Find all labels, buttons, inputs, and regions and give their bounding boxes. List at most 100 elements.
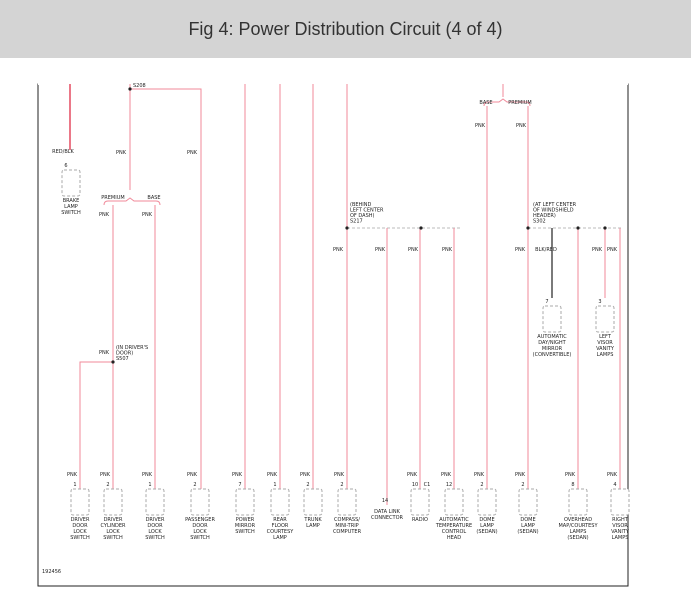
- component-label: MIRROR: [235, 523, 256, 529]
- component-label: DATA LINK: [374, 509, 400, 515]
- pin-number: 2: [306, 482, 309, 488]
- wire-label: PNK: [142, 212, 153, 218]
- component-label: DRIVER: [146, 517, 165, 523]
- component-label: DRIVER: [104, 517, 123, 523]
- splice-label: S208: [133, 83, 146, 89]
- connector-id: C1: [424, 482, 431, 488]
- pin-number: 3: [598, 299, 601, 305]
- wire-label: PNK: [408, 247, 419, 253]
- component-label: REAR: [273, 517, 287, 523]
- component-label: SWITCH: [145, 535, 165, 541]
- pin-number: 14: [382, 498, 388, 504]
- component-label: HEAD: [447, 535, 461, 541]
- component-box: [61, 169, 81, 197]
- component-label: LOCK: [193, 529, 207, 535]
- component-label: COMPASS/: [334, 517, 360, 523]
- component-label: VANITY: [611, 529, 630, 535]
- wire-label: PNK: [300, 472, 311, 478]
- component-label: LAMP: [480, 523, 494, 529]
- component-label: TRUNK: [303, 517, 322, 523]
- component-label: FLOOR: [272, 523, 289, 529]
- branch-label: BASE: [147, 195, 160, 201]
- component-label: POWER: [236, 517, 255, 523]
- component-label: TEMPERATURE: [435, 523, 472, 529]
- wire-label: PNK: [515, 247, 526, 253]
- component-box: [103, 488, 123, 516]
- wire-label: PNK: [67, 472, 78, 478]
- component-label: LAMPS: [570, 529, 587, 535]
- wire-label: PNK: [99, 350, 110, 356]
- component-label: DOME: [479, 517, 494, 523]
- component-label: (SEDAN): [567, 535, 588, 541]
- component-label: LEFT: [599, 334, 612, 340]
- wire-label: PNK: [99, 212, 110, 218]
- component-box: [568, 488, 588, 516]
- component-label: CONNECTOR: [371, 515, 404, 521]
- wire-label: PNK: [142, 472, 153, 478]
- component-label: (CONVERTIBLE): [533, 352, 572, 358]
- wire-label: PNK: [515, 472, 526, 478]
- component-label: PASSENGER: [185, 517, 215, 523]
- splice-label: OF DASH): [350, 213, 375, 219]
- branch-label: PREMIUM: [508, 100, 531, 106]
- component-label: SWITCH: [70, 535, 90, 541]
- wire-label: PNK: [187, 150, 198, 156]
- component-label: RIGHT: [612, 517, 629, 523]
- wire-label: PNK: [334, 472, 345, 478]
- component-label: LAMPS: [612, 535, 629, 541]
- component-box: [303, 488, 323, 516]
- component-label: VISOR: [597, 340, 613, 346]
- component-box: [477, 488, 497, 516]
- component-label: SWITCH: [235, 529, 255, 535]
- wire-label: PNK: [565, 472, 576, 478]
- splice-label: OF WINDSHIELD: [533, 208, 574, 214]
- wire-label: PNK: [607, 472, 618, 478]
- wire-label: RED/BLK: [52, 149, 74, 155]
- component-label: VISOR: [612, 523, 628, 529]
- splice-label: (AT LEFT CENTER: [533, 202, 577, 208]
- wire-label: PNK: [607, 247, 618, 253]
- component-label: (SEDAN): [476, 529, 497, 535]
- wire-label: PNK: [187, 472, 198, 478]
- pin-number: 1: [273, 482, 276, 488]
- pin-number: 2: [340, 482, 343, 488]
- component-label: LAMP: [306, 523, 320, 529]
- wire-label: PNK: [474, 472, 485, 478]
- component-box: [595, 305, 615, 333]
- component-box: [145, 488, 165, 516]
- branch-label: BASE: [479, 100, 492, 106]
- component-label: SWITCH: [103, 535, 123, 541]
- pin-number: 1: [148, 482, 151, 488]
- component-box: [518, 488, 538, 516]
- pin-number: 7: [238, 482, 241, 488]
- component-box: [542, 305, 562, 333]
- pin-number: 2: [480, 482, 483, 488]
- component-label: DOOR: [147, 523, 163, 529]
- pin-number: 1: [73, 482, 76, 488]
- component-label: MINI-TRIP: [335, 523, 358, 529]
- wires: [69, 84, 622, 505]
- component-label: CONTROL: [442, 529, 467, 535]
- header-title: Fig 4: Power Distribution Circuit (4 of …: [0, 0, 691, 58]
- pin-number: 7: [545, 299, 548, 305]
- pin-number: 10: [412, 482, 418, 488]
- component-label: LOCK: [106, 529, 120, 535]
- component-label: SWITCH: [190, 535, 210, 541]
- component-label: DOOR: [72, 523, 88, 529]
- component-label: LOCK: [148, 529, 162, 535]
- component-label: MIRROR: [542, 346, 563, 352]
- pin-number: 8: [571, 482, 574, 488]
- pin-number: 12: [446, 482, 452, 488]
- pin-number: 2: [521, 482, 524, 488]
- component-label: BRAKE: [63, 198, 80, 204]
- wire-label: PNK: [516, 123, 527, 129]
- wire-label: PNK: [100, 472, 111, 478]
- component-label: LAMPS: [597, 352, 614, 358]
- component-label: AUTOMATIC: [439, 517, 469, 523]
- component-box: [70, 488, 90, 516]
- pin-number: 4: [613, 482, 616, 488]
- component-label: RADIO: [412, 517, 428, 523]
- wire-label: PNK: [333, 247, 344, 253]
- splice-label: S507: [116, 356, 129, 362]
